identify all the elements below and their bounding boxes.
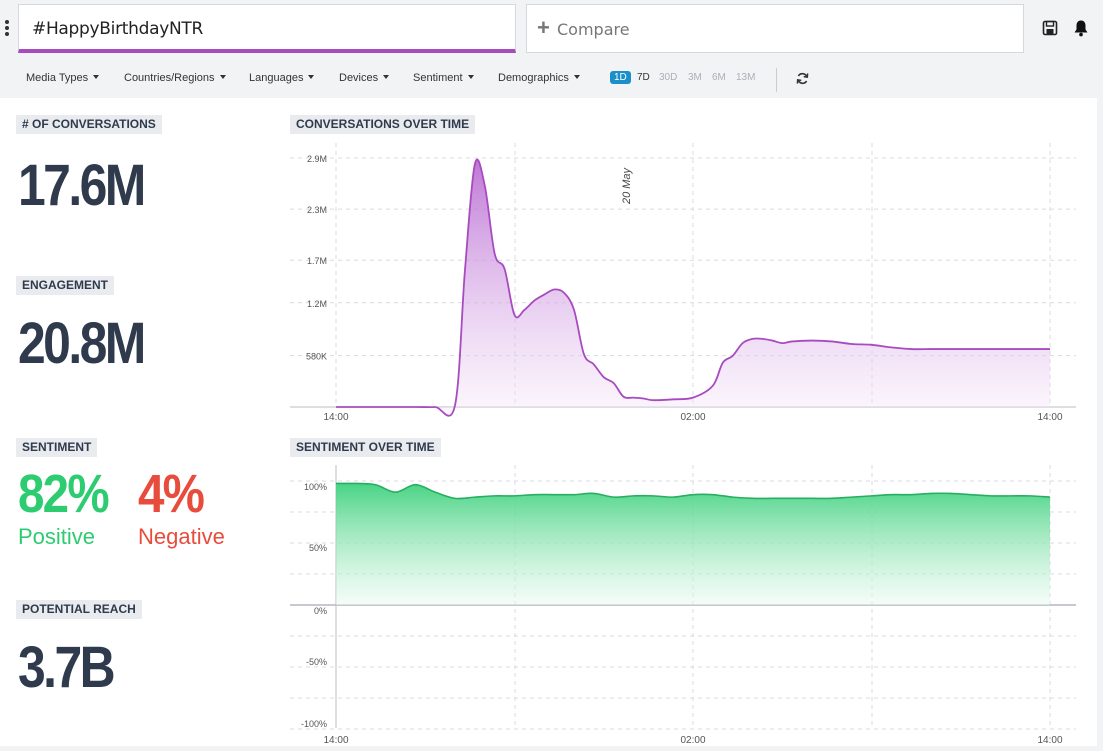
filter-label: Demographics	[498, 72, 569, 84]
range-6m[interactable]: 6M	[712, 72, 726, 83]
range-13m[interactable]: 13M	[736, 72, 756, 83]
bell-icon[interactable]	[1073, 19, 1089, 37]
filter-bar: Media Types Countries/Regions Languages …	[0, 62, 1103, 98]
filter-languages[interactable]: Languages	[249, 72, 315, 84]
conversations-value: 17.6M	[18, 153, 146, 218]
filter-label: Sentiment	[413, 72, 463, 84]
filter-label: Languages	[249, 72, 304, 84]
negative-percent: 4%	[138, 464, 205, 524]
caret-down-icon	[467, 75, 474, 79]
plus-icon: +	[537, 15, 550, 40]
caret-down-icon	[219, 75, 226, 79]
top-bar: #HappyBirthdayNTR + Compare	[0, 0, 1103, 60]
reach-label: POTENTIAL REACH	[16, 600, 142, 619]
caret-down-icon	[93, 75, 100, 79]
save-icon[interactable]	[1042, 20, 1058, 36]
engagement-value: 20.8M	[18, 311, 146, 376]
conversations-chart-title: CONVERSATIONS OVER TIME	[290, 115, 476, 134]
engagement-label: ENGAGEMENT	[16, 276, 115, 295]
filter-sentiment[interactable]: Sentiment	[413, 72, 474, 84]
compare-placeholder: Compare	[557, 20, 630, 39]
filter-label: Devices	[339, 72, 379, 84]
caret-down-icon	[308, 75, 315, 79]
refresh-icon[interactable]	[796, 72, 809, 85]
filter-devices[interactable]: Devices	[339, 72, 390, 84]
positive-percent: 82%	[18, 464, 110, 524]
divider	[776, 68, 777, 92]
filter-countries-regions[interactable]: Countries/Regions	[124, 72, 226, 84]
positive-label: Positive	[18, 524, 96, 549]
caret-down-icon	[383, 75, 390, 79]
query-input[interactable]: #HappyBirthdayNTR	[18, 4, 516, 53]
range-30d[interactable]: 30D	[659, 72, 678, 83]
compare-input[interactable]: + Compare	[526, 4, 1024, 53]
range-1d[interactable]: 1D	[610, 71, 631, 84]
query-text: #HappyBirthdayNTR	[32, 19, 203, 39]
filter-label: Media Types	[26, 72, 89, 84]
range-7d[interactable]: 7D	[637, 72, 650, 83]
reach-value: 3.7B	[18, 635, 116, 700]
dashboard-panel: # OF CONVERSATIONS 17.6M ENGAGEMENT 20.8…	[0, 98, 1097, 746]
negative-label: Negative	[138, 524, 225, 549]
filter-demographics[interactable]: Demographics	[498, 72, 580, 84]
range-3m[interactable]: 3M	[688, 72, 702, 83]
more-options-icon[interactable]	[2, 18, 12, 42]
filter-media-types[interactable]: Media Types	[26, 72, 100, 84]
conversations-label: # OF CONVERSATIONS	[16, 115, 162, 134]
filter-label: Countries/Regions	[124, 72, 215, 84]
sentiment-chart-title: SENTIMENT OVER TIME	[290, 438, 441, 457]
sentiment-label: SENTIMENT	[16, 438, 98, 457]
caret-down-icon	[573, 75, 580, 79]
